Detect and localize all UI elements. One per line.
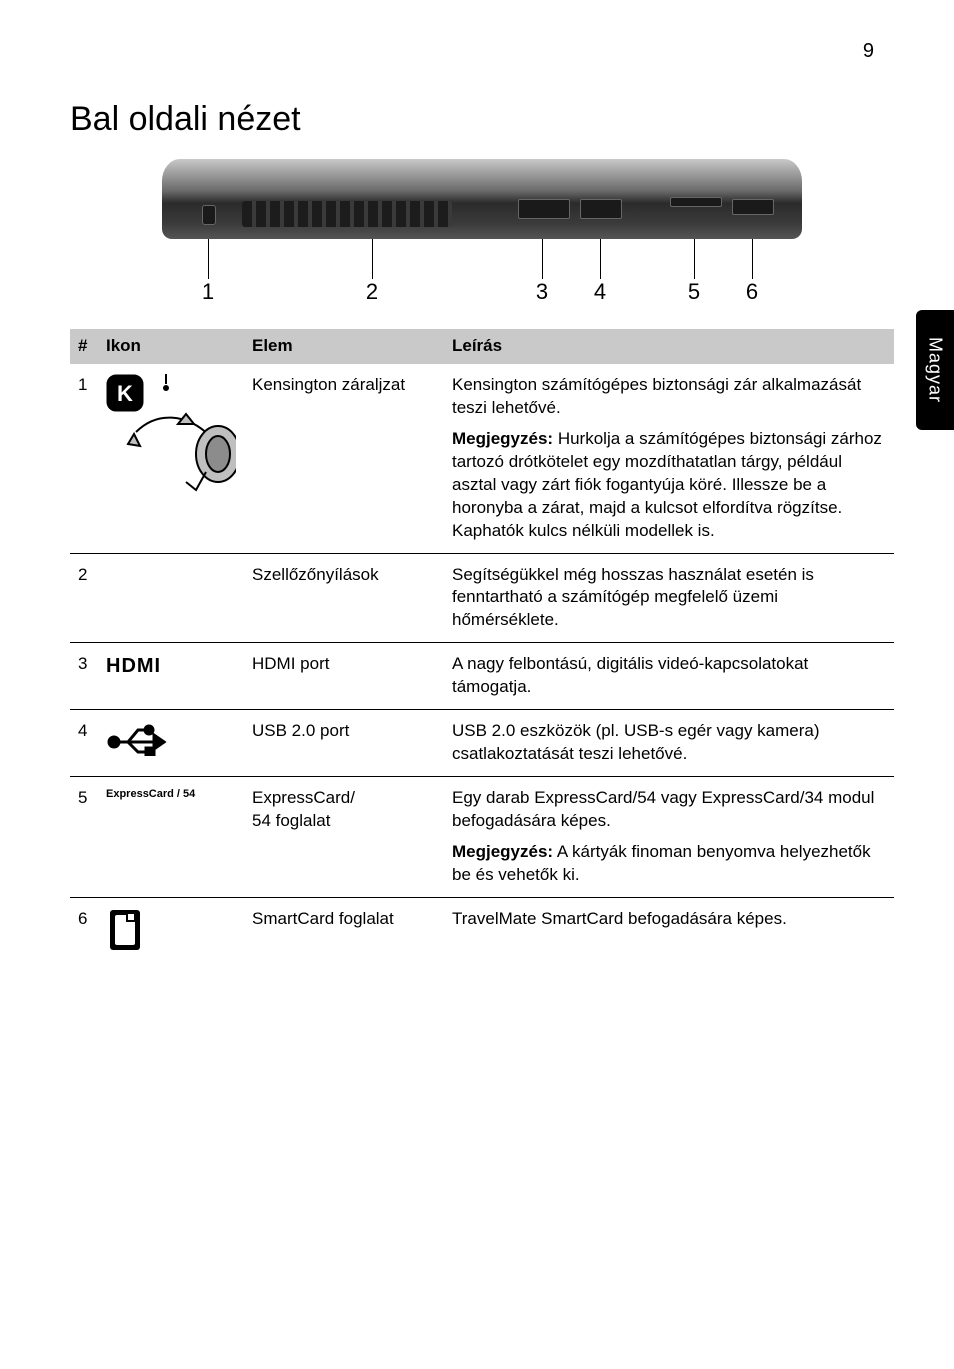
th-item: Elem [244,329,444,364]
ports-table: # Ikon Elem Leírás 1 K Kensington záralj… [70,329,894,962]
row-desc-text: Kensington számítógépes biztonsági zár a… [452,374,886,420]
expresscard-icon: ExpressCard / 54 [106,787,236,802]
row-note-label: Megjegyzés: [452,429,553,448]
usb-icon [106,720,176,756]
port-usb-illustration [580,199,622,219]
leader-line [752,239,753,279]
port-smartcard-illustration [732,199,774,215]
leader-line [694,239,695,279]
row-note-label: Megjegyzés: [452,842,553,861]
th-num: # [70,329,98,364]
row-number: 6 [70,897,98,962]
leader-number: 6 [746,279,758,305]
leader-number: 3 [536,279,548,305]
row-item: Szellőzőnyílások [244,553,444,643]
th-desc: Leírás [444,329,894,364]
leader-line [372,239,373,279]
leader-number: 2 [366,279,378,305]
leader-line [542,239,543,279]
row-number: 2 [70,553,98,643]
row-note: Megjegyzés: A kártyák finoman benyomva h… [452,833,886,887]
row-desc-text: A nagy felbontású, digitális videó-kapcs… [452,653,886,699]
laptop-side-illustration [162,159,802,239]
row-icon [98,553,244,643]
table-row: 4 USB 2.0 portUSB 2.0 eszközök (pl. USB-… [70,710,894,777]
leader-number: 4 [594,279,606,305]
table-row: 5 ExpressCard / 54 ExpressCard/ 54 foglala… [70,777,894,898]
row-desc-text: Segítségükkel még hosszas használat eset… [452,564,886,633]
row-item: ExpressCard/ 54 foglalat [244,777,444,898]
row-icon [98,710,244,777]
row-desc-text: USB 2.0 eszközök (pl. USB-s egér vagy ka… [452,720,886,766]
row-icon: ExpressCard / 54 [98,777,244,898]
diagram-leaders: 123456 [162,239,802,299]
leader-number: 5 [688,279,700,305]
kensington-lock-icon: K [106,374,236,494]
leader-number: 1 [202,279,214,305]
row-description: USB 2.0 eszközök (pl. USB-s egér vagy ka… [444,710,894,777]
language-tab: Magyar [916,310,954,430]
row-number: 1 [70,364,98,553]
left-side-diagram: 123456 [70,159,894,299]
leader-line [208,239,209,279]
row-icon [98,897,244,962]
table-row: 6 SmartCard foglalat TravelMate SmartCard… [70,897,894,962]
row-number: 3 [70,643,98,710]
row-desc-text: TravelMate SmartCard befogadására képes. [452,908,886,931]
leader-line [600,239,601,279]
row-description: Egy darab ExpressCard/54 vagy ExpressCar… [444,777,894,898]
table-row: 1 K Kensington záraljzatKensington számí… [70,364,894,553]
row-description: TravelMate SmartCard befogadására képes. [444,897,894,962]
row-item: HDMI port [244,643,444,710]
vent-illustration [242,201,452,227]
row-note: Megjegyzés: Hurkolja a számítógépes bizt… [452,420,886,543]
port-expresscard-illustration [670,197,722,207]
table-row: 3 HDMI HDMI portA nagy felbontású, digitál… [70,643,894,710]
smartcard-icon [106,908,146,952]
row-description: Segítségükkel még hosszas használat eset… [444,553,894,643]
svg-text:K: K [117,381,133,406]
row-item: SmartCard foglalat [244,897,444,962]
table-row: 2 SzellőzőnyílásokSegítségükkel még hossz… [70,553,894,643]
port-kensington-illustration [202,205,216,225]
page-number: 9 [863,40,874,63]
section-title: Bal oldali nézet [70,100,894,139]
row-desc-text: Egy darab ExpressCard/54 vagy ExpressCar… [452,787,886,833]
row-description: Kensington számítógépes biztonsági zár a… [444,364,894,553]
ports-table-body: 1 K Kensington záraljzatKensington számí… [70,364,894,962]
hdmi-icon: HDMI [106,653,236,680]
th-icon: Ikon [98,329,244,364]
row-icon: HDMI [98,643,244,710]
row-description: A nagy felbontású, digitális videó-kapcs… [444,643,894,710]
row-number: 5 [70,777,98,898]
row-item: USB 2.0 port [244,710,444,777]
row-number: 4 [70,710,98,777]
row-item: Kensington záraljzat [244,364,444,553]
row-icon: K [98,364,244,553]
port-hdmi-illustration [518,199,570,219]
